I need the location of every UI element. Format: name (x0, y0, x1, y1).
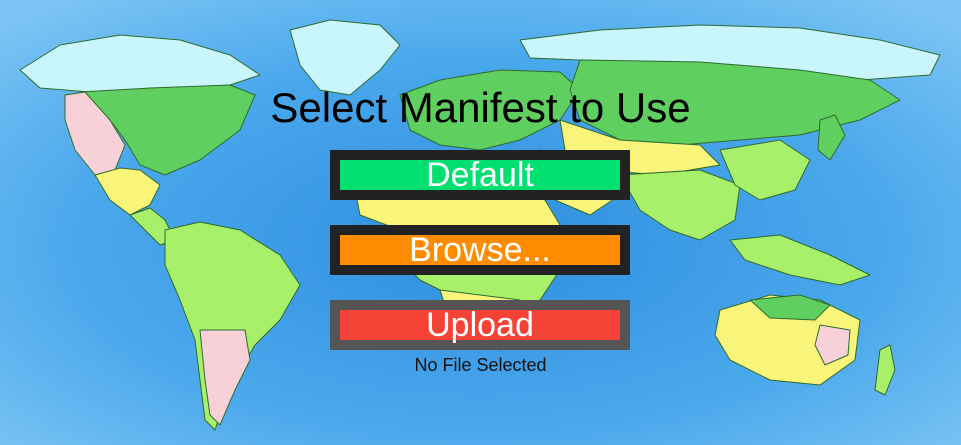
greenland (289, 19, 401, 96)
east-asia (719, 139, 811, 201)
south-asia (619, 169, 741, 241)
asia-forest (569, 59, 901, 146)
australia-north (749, 294, 831, 321)
upload-button[interactable]: Upload (330, 300, 630, 350)
japan (817, 114, 846, 161)
south-america-south (199, 329, 251, 426)
file-status-text: No File Selected (414, 355, 547, 375)
page-title: Select Manifest to Use (270, 84, 691, 131)
southeast-asia-islands (729, 234, 871, 286)
arctic-north-america (19, 34, 261, 93)
north-america-south (94, 167, 161, 216)
default-button[interactable]: Default (330, 150, 630, 200)
new-zealand (874, 344, 896, 396)
australia-east (814, 324, 851, 366)
browse-button[interactable]: Browse... (330, 225, 630, 275)
